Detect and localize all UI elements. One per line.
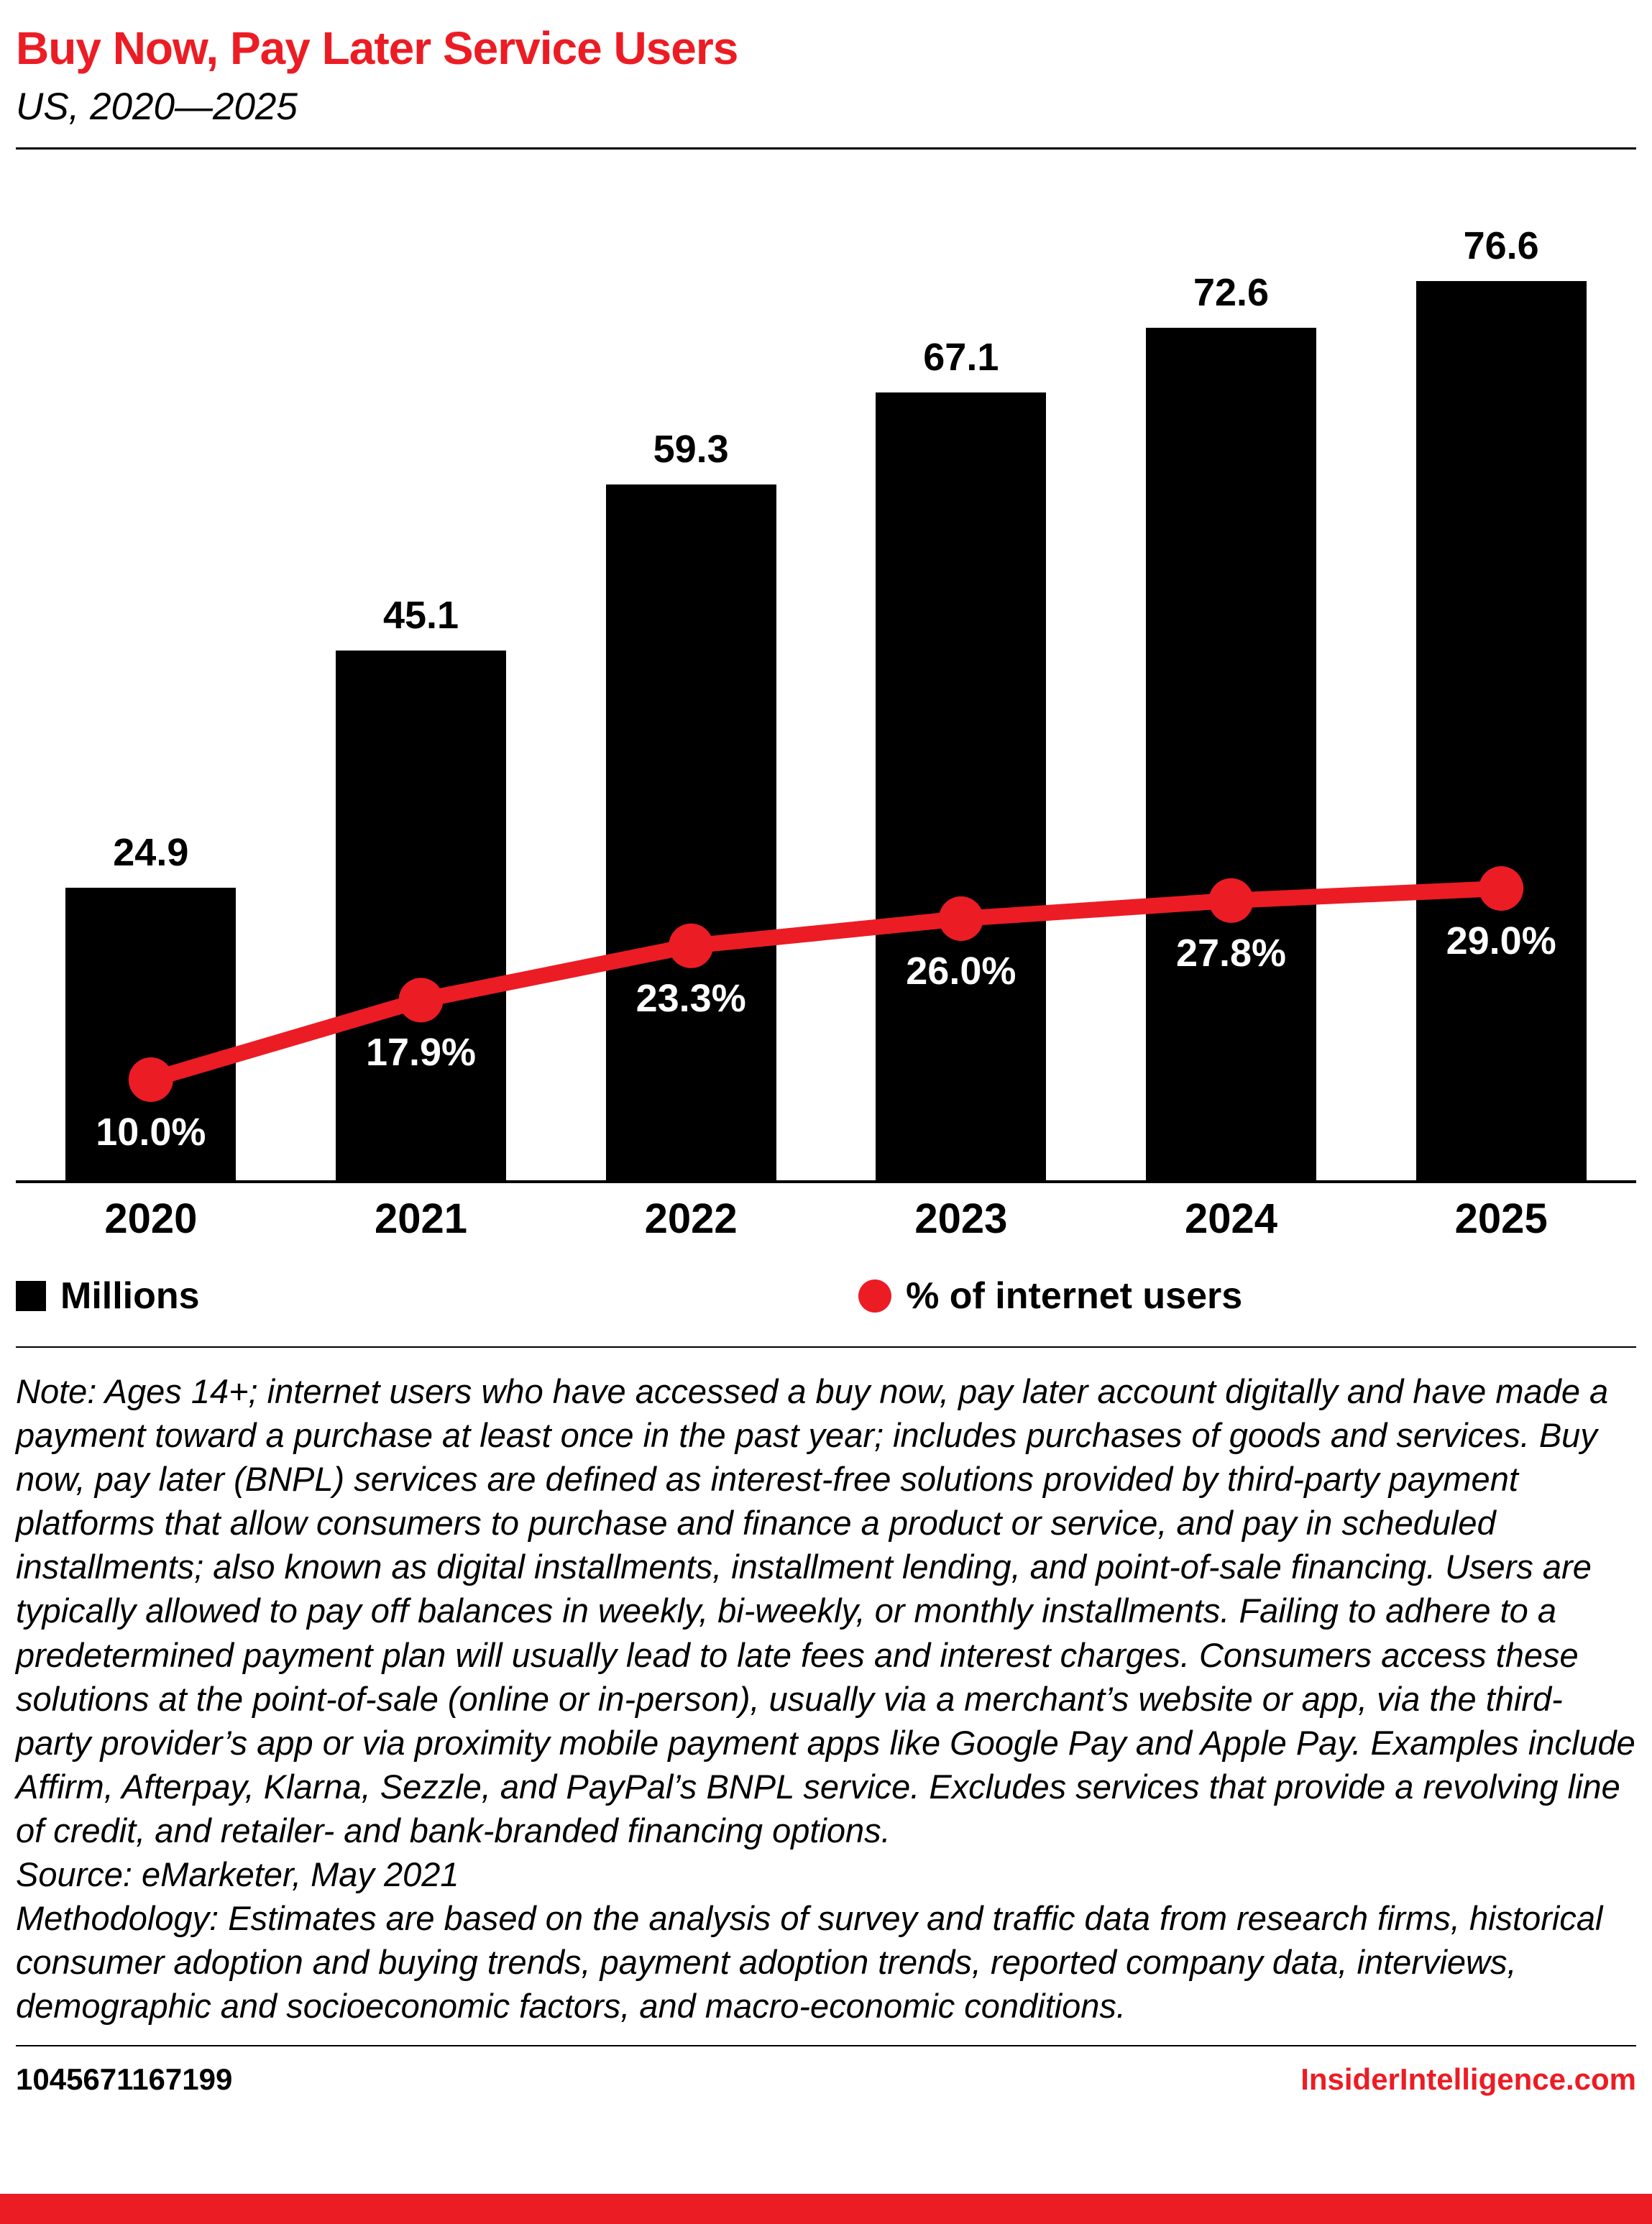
bar-swatch-icon xyxy=(16,1281,46,1311)
line-dot xyxy=(938,896,983,941)
legend-item-pct-internet-users: % of internet users xyxy=(858,1274,1242,1318)
source-text: Source: eMarketer, May 2021 xyxy=(16,1855,459,1894)
legend-item-millions: Millions xyxy=(16,1274,200,1318)
bar-2022 xyxy=(605,484,776,1180)
line-point-label: 29.0% xyxy=(1446,919,1556,962)
bar-value-label: 24.9 xyxy=(113,831,189,875)
bar-2024 xyxy=(1146,328,1316,1180)
page-title: Buy Now, Pay Later Service Users xyxy=(16,22,738,74)
bar-value-label: 59.3 xyxy=(653,427,729,471)
methodology-text: Methodology: Estimates are based on the … xyxy=(16,1899,1603,2026)
x-axis-label-2022: 2022 xyxy=(644,1195,738,1242)
legend: Millions % of internet users xyxy=(16,1274,1636,1328)
bar-2021 xyxy=(336,651,506,1180)
footnotes: Note: Ages 14+; internet users who have … xyxy=(16,1369,1636,2028)
bottom-red-bar xyxy=(0,2194,1652,2224)
insider-intelligence-link[interactable]: InsiderIntelligence.com xyxy=(1300,2062,1636,2097)
bar-2020 xyxy=(65,888,237,1180)
line-point-label: 27.8% xyxy=(1175,931,1287,975)
line-dot xyxy=(398,978,444,1023)
divider-notes xyxy=(16,1346,1636,1348)
x-axis-label-2024: 2024 xyxy=(1185,1195,1278,1242)
divider-footer xyxy=(16,2045,1636,2047)
x-axis: 2020 2021 2022 2023 2024 2025 xyxy=(16,1195,1636,1243)
chart-content: Buy Now, Pay Later Service Users US, 202… xyxy=(16,22,1636,2028)
x-axis-label-2021: 2021 xyxy=(374,1195,468,1242)
bar-value-label: 45.1 xyxy=(382,594,459,638)
line-dot xyxy=(669,923,714,968)
line-swatch-icon xyxy=(858,1279,892,1313)
pct-line xyxy=(128,866,1524,1102)
note-text: Note: Ages 14+; internet users who have … xyxy=(16,1372,1635,1849)
line-point-label: 10.0% xyxy=(96,1111,206,1154)
x-axis-label-2023: 2023 xyxy=(914,1195,1008,1242)
legend-label-millions: Millions xyxy=(60,1275,200,1317)
line-point-label: 26.0% xyxy=(906,950,1017,993)
footer-row: 1045671167199 InsiderIntelligence.com xyxy=(16,2046,1636,2097)
line-point-label: 23.3% xyxy=(635,976,746,1020)
line-dot xyxy=(1208,878,1254,923)
bar-2023 xyxy=(876,392,1047,1180)
chart-id: 1045671167199 xyxy=(16,2062,233,2097)
divider-top xyxy=(16,147,1636,150)
line-dot xyxy=(128,1057,173,1102)
bar-line-chart: 24.9 45.1 59.3 67.1 72.6 76.6 10.0% 17.9% 23.3% 2… xyxy=(16,184,1636,1183)
bar-value-label: 67.1 xyxy=(923,336,999,380)
bar-2025 xyxy=(1415,281,1587,1180)
line-dot xyxy=(1479,866,1524,911)
x-axis-label-2025: 2025 xyxy=(1454,1195,1548,1242)
x-axis-label-2020: 2020 xyxy=(104,1195,198,1242)
bar-value-label: 72.6 xyxy=(1193,271,1270,315)
legend-label-pct-internet-users: % of internet users xyxy=(906,1275,1243,1317)
line-point-label: 17.9% xyxy=(365,1031,477,1075)
page-subtitle: US, 2020—2025 xyxy=(16,86,298,128)
footer: 1045671167199 InsiderIntelligence.com xyxy=(0,2028,1652,2097)
bar-value-label: 76.6 xyxy=(1463,224,1539,267)
